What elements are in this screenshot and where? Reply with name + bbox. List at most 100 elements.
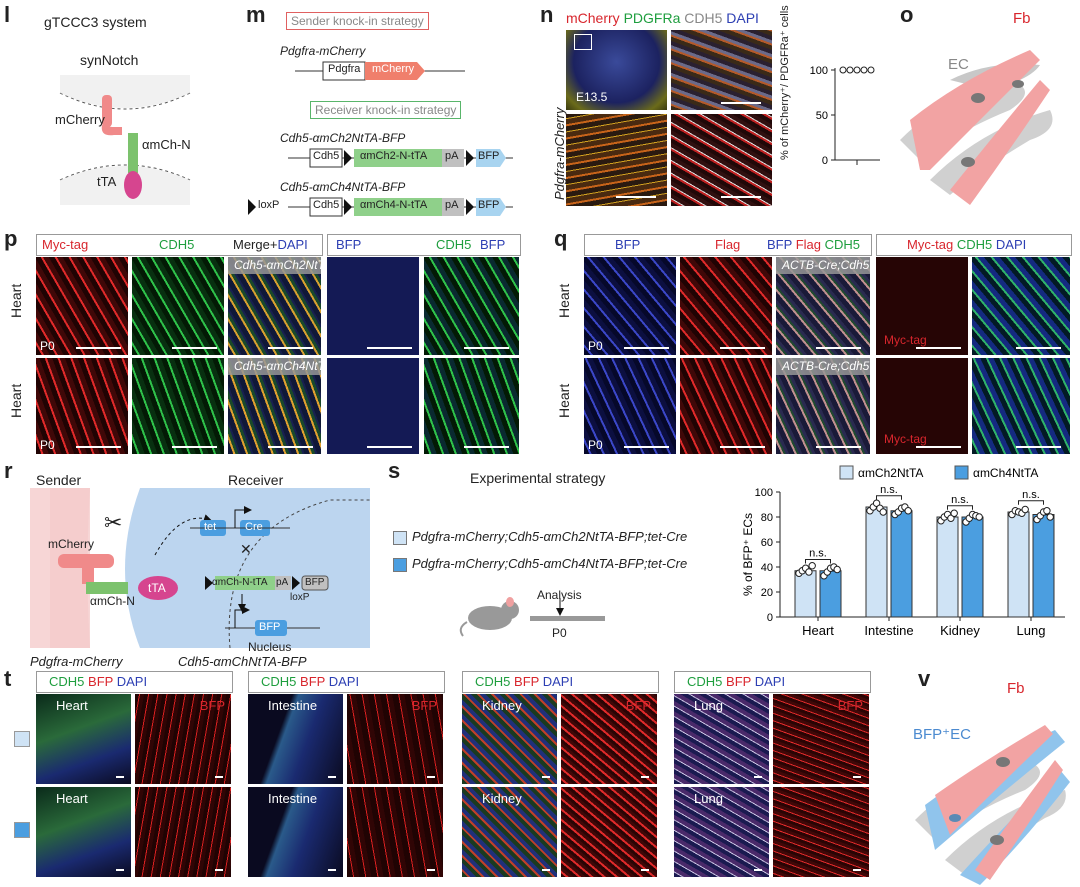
panel-letter-t: t <box>4 666 12 691</box>
p-h-myc: Myc-tag <box>42 237 89 252</box>
u-legend-label: αmCh4NtTA <box>973 466 1038 480</box>
q-row1-label: Heart <box>556 283 572 318</box>
panel-letter-m: m <box>246 2 266 27</box>
r-mcherry: mCherry <box>48 537 95 551</box>
t-header-heart: CDH5 BFP DAPI <box>36 671 233 693</box>
pdgfra-label: Pdgfra <box>328 63 361 75</box>
t-swatch-2 <box>14 822 30 838</box>
t-organ-label: Kidney <box>482 698 522 713</box>
n-y-tick-label: 0 <box>822 155 828 167</box>
s-timeline <box>459 597 605 637</box>
p-header-left: Myc-tag CDH5 Merge+DAPI <box>36 234 323 256</box>
q-h-dapi: DAPI <box>995 237 1027 252</box>
u-bar-chart: αmCh2NtTA αmCh4NtTA 0 20 40 60 80 100 % of BFP⁺ … <box>741 465 1065 638</box>
l-subtitle: synNotch <box>80 52 139 68</box>
n-scalebar-1 <box>721 102 761 104</box>
loxp-label: loxP <box>258 199 280 211</box>
n-hdr-mcherry: mCherry <box>566 10 620 26</box>
r-loxp: loxP <box>290 592 310 603</box>
t-scalebar <box>427 869 435 871</box>
t-kidney-merge-r1: Kidney <box>462 694 557 784</box>
n-header: mCherry PDGFRa CDH5 DAPI <box>566 10 759 26</box>
n-y-tick-label: 100 <box>810 65 828 77</box>
n-y-tick-label: 50 <box>816 110 828 122</box>
s-geno1: Pdgfra-mCherry;Cdh5-αmCh2NtTA-BFP;tet-Cr… <box>412 529 688 544</box>
n-point <box>839 66 847 74</box>
t-organ-label: Lung <box>694 698 723 713</box>
q-r2-bfp: P0 <box>584 358 676 454</box>
p-h-cdh5b: CDH5 <box>436 237 472 252</box>
s-geno2: Pdgfra-mCherry;Cdh5-αmCh4NtTA-BFP;tet-Cr… <box>412 556 688 571</box>
q-r2-sb2 <box>720 446 765 448</box>
u-y-tick-label: 20 <box>761 587 773 599</box>
o-ec: EC <box>948 56 969 73</box>
q-r1-age: P0 <box>588 339 603 353</box>
p-r2-sb3 <box>268 446 313 448</box>
u-x-tick-label: Heart <box>802 623 834 638</box>
u-sig-label: n.s. <box>1022 489 1040 501</box>
p-row1-label: Heart <box>8 283 24 318</box>
s-p0: P0 <box>552 626 567 640</box>
s-title: Experimental strategy <box>470 470 606 486</box>
u-sig-bracket <box>805 559 831 564</box>
allele2: Cdh5-αmCh4NtTA-BFP <box>280 180 406 194</box>
t-heart-merge-r2: Heart <box>36 787 131 877</box>
u-bar <box>936 516 959 618</box>
scissors-icon: ✂ <box>104 510 123 535</box>
t-lung-merge-r1: Lung <box>674 694 769 784</box>
q-h-bfp2: BFP <box>767 237 793 252</box>
t-swatch-1 <box>14 731 30 747</box>
q-row2-label: Heart <box>556 383 572 418</box>
t-h-bfp: BFP <box>514 674 540 689</box>
t-lung-bfp-r2 <box>773 787 869 877</box>
u-point <box>950 509 958 517</box>
q-r2-myc: Myc-tag <box>876 358 968 454</box>
t-bfp-label: BFP <box>411 698 437 713</box>
t-intestine-merge-r2: Intestine <box>248 787 343 877</box>
q-r1-sb1 <box>624 347 669 349</box>
p-r2-sb1 <box>76 446 121 448</box>
t-scalebar <box>754 869 762 871</box>
t-scalebar <box>215 869 223 871</box>
t-organ-label: Intestine <box>268 698 318 713</box>
panel-letter-r: r <box>4 458 13 483</box>
q-h-flag: Flag <box>715 237 741 252</box>
u-x-tick-label: Intestine <box>864 623 913 638</box>
u-y-tick-label: 60 <box>761 537 773 549</box>
pa-1: pA <box>445 150 459 162</box>
u-y-tick-label: 80 <box>761 512 773 524</box>
t-bfp-label: BFP <box>625 698 651 713</box>
p-r1-bfp <box>327 257 419 355</box>
p-r1-sb2 <box>172 347 217 349</box>
u-sig-bracket <box>947 505 973 510</box>
p-r1-cdh5 <box>132 257 224 355</box>
r-receiver: Receiver <box>228 472 284 488</box>
t-h-dapi: DAPI <box>754 674 786 689</box>
v-fb-ec-illustration <box>915 725 1070 885</box>
t-organ-label: Intestine <box>268 791 318 806</box>
v-bfpec: BFP⁺EC <box>913 726 971 743</box>
p-r2-myc: P0 <box>36 358 128 454</box>
t-scalebar <box>542 776 550 778</box>
bfp-1: BFP <box>478 150 500 162</box>
u-point <box>1021 505 1029 514</box>
l-tta: tTA <box>97 174 117 189</box>
p-r1-sb5 <box>464 347 509 349</box>
n-hdr-pdgfra: PDGFRa <box>623 10 681 26</box>
panel-letter-l: l <box>4 2 11 27</box>
panel-letter-n: n <box>540 2 554 27</box>
t-header-text: CDH5 BFP DAPI <box>261 674 359 689</box>
q-r2-sb3 <box>816 446 861 448</box>
q-r2-age: P0 <box>588 438 603 452</box>
r-cre: Cre <box>245 521 263 533</box>
bfp-2: BFP <box>478 199 500 211</box>
u-legend-swatch <box>954 465 969 480</box>
u-bar <box>865 506 888 618</box>
panel-letter-o: o <box>900 2 914 27</box>
p-r2-cdh5bfp <box>424 358 519 454</box>
p-r2-sb4 <box>367 446 412 448</box>
panel-letter-s: s <box>388 458 401 483</box>
s-analysis: Analysis <box>537 588 582 602</box>
n-ylabel: % of mCherry⁺/ PDGFRa⁺ cells <box>779 5 791 160</box>
r-bottom-left: Pdgfra-mCherry <box>30 654 123 669</box>
